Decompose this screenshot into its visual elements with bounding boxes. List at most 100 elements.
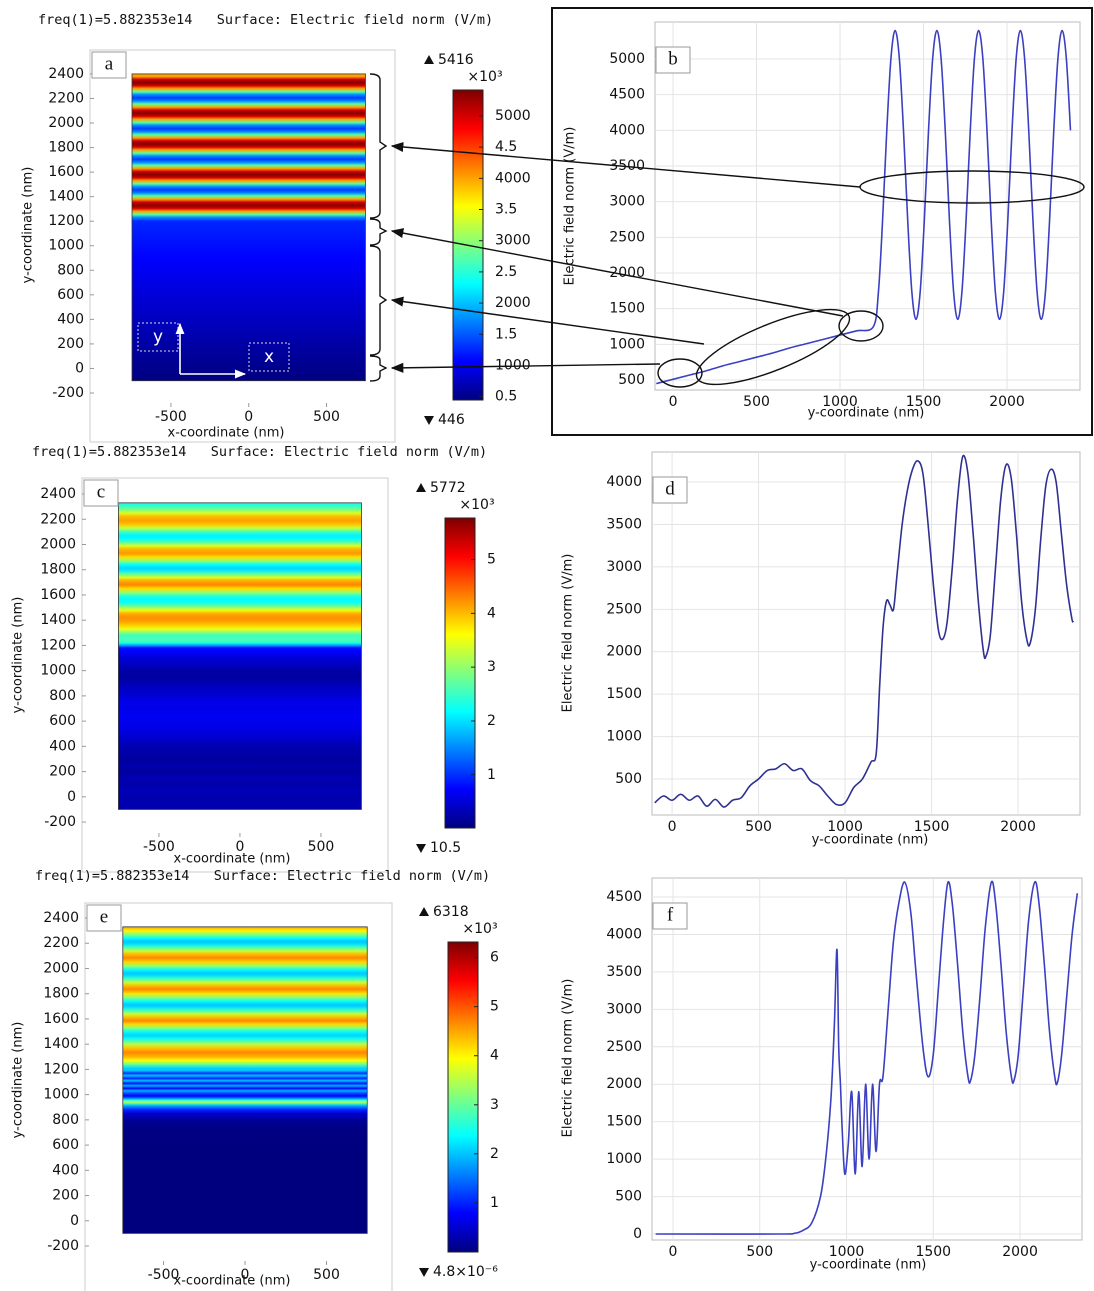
y-tick-label: 800: [57, 262, 84, 278]
x-axis-label: x-coordinate (nm): [174, 1274, 291, 1289]
y-axis-label: y-coordinate (nm): [11, 1022, 26, 1139]
y-tick-label: 2000: [40, 536, 76, 552]
y-tick-label: 2000: [48, 115, 84, 131]
panel-header: freq(1)=5.882353e14 Surface: Electric fi…: [38, 12, 493, 28]
y-tick-label: 3000: [609, 194, 645, 210]
connector-arrow: [390, 362, 661, 373]
y-axis-label: y-coordinate (nm): [21, 167, 36, 284]
surface-field: [122, 926, 368, 1234]
min-marker: [416, 844, 426, 853]
colorbar-tick-label: 4.5: [495, 139, 517, 155]
max-marker: [416, 483, 426, 492]
y-tick-label: 500: [615, 1189, 642, 1205]
highlight-ellipse: [695, 308, 851, 386]
y-tick-label: 1000: [606, 1151, 642, 1167]
annotation: x: [264, 347, 274, 367]
panel-label: a: [105, 53, 114, 74]
colorbar-unit: ×10³: [467, 69, 502, 85]
y-tick-label: 2400: [48, 66, 84, 82]
colorbar-unit: ×10³: [459, 497, 494, 513]
y-tick-label: 2500: [609, 229, 645, 245]
y-tick-label: 400: [57, 311, 84, 327]
surface-field: [118, 502, 362, 810]
colorbar-tick-label: 4000: [495, 170, 531, 186]
panel-header: freq(1)=5.882353e14 Surface: Electric fi…: [32, 444, 487, 460]
x-tick-label: 500: [743, 394, 770, 410]
y-tick-label: 2500: [606, 1039, 642, 1055]
y-tick-label: 4000: [609, 122, 645, 138]
y-tick-label: 4000: [606, 926, 642, 942]
y-tick-label: 800: [49, 688, 76, 704]
x-axis-label: x-coordinate (nm): [168, 426, 285, 441]
x-tick-label: 500: [745, 819, 772, 835]
y-tick-label: 1500: [606, 686, 642, 702]
x-tick-label: 2000: [1002, 1244, 1038, 1260]
y-tick-label: 1200: [43, 1061, 79, 1077]
annotation: y: [153, 327, 163, 347]
x-tick-label: 0: [668, 819, 677, 835]
plot-area: [654, 21, 1081, 391]
x-axis-label: y-coordinate (nm): [812, 833, 929, 848]
y-tick-label: 1200: [40, 637, 76, 653]
y-axis-label: Electric field norm (V/m): [561, 554, 576, 713]
y-tick-label: 0: [75, 360, 84, 376]
panel-label-box: [655, 46, 691, 74]
brace: [369, 218, 388, 246]
y-tick-label: 1800: [48, 140, 84, 156]
y-tick-label: 2500: [606, 601, 642, 617]
colorbar-min: 10.5: [430, 840, 461, 856]
y-axis-label: Electric field norm (V/m): [563, 127, 578, 286]
y-tick-label: 200: [57, 336, 84, 352]
y-tick-label: 1400: [40, 612, 76, 628]
y-tick-label: -200: [44, 814, 76, 830]
y-tick-label: 2200: [43, 935, 79, 951]
y-tick-label: 500: [615, 771, 642, 787]
plot-area: [651, 877, 1083, 1241]
x-tick-label: 500: [308, 839, 335, 855]
connectors: [175, 73, 1085, 388]
x-tick-label: 2000: [989, 394, 1025, 410]
panel-label-box: [652, 476, 688, 504]
colorbar-min: 446: [438, 412, 465, 428]
y-tick-label: 1400: [48, 189, 84, 205]
colorbar-tick-label: 3: [487, 659, 496, 675]
y-tick-label: 2200: [48, 90, 84, 106]
y-tick-label: 1000: [43, 1087, 79, 1103]
colorbar-tick-label: 2000: [495, 295, 531, 311]
colorbar: [444, 517, 476, 829]
y-tick-label: 3000: [606, 1001, 642, 1017]
y-tick-label: 600: [49, 713, 76, 729]
colorbar-tick-label: 3.5: [495, 202, 517, 218]
y-tick-label: 600: [52, 1137, 79, 1153]
connector-arrow: [390, 296, 705, 345]
min-marker: [419, 1268, 429, 1277]
y-tick-label: 400: [52, 1162, 79, 1178]
max-marker: [419, 907, 429, 916]
y-tick-label: 2200: [40, 511, 76, 527]
colorbar-max: 5416: [438, 52, 474, 68]
colorbar: [447, 941, 479, 1253]
y-tick-label: 200: [52, 1188, 79, 1204]
colorbar-tick-label: 4: [487, 605, 496, 621]
max-marker: [424, 55, 434, 64]
field-line: [654, 454, 1075, 808]
x-tick-label: 0: [244, 409, 253, 425]
colorbar-tick-label: 2.5: [495, 264, 517, 280]
y-tick-label: 1200: [48, 213, 84, 229]
colorbar-tick-label: 1: [487, 767, 496, 783]
colorbar-tick-label: 2: [490, 1146, 499, 1162]
colorbar-unit: ×10³: [462, 921, 497, 937]
highlight-ellipse: [838, 310, 884, 342]
x-tick-label: 0: [669, 394, 678, 410]
y-tick-label: 2000: [606, 644, 642, 660]
connector-arrow: [390, 228, 844, 317]
x-tick-label: 1000: [822, 394, 858, 410]
x-tick-label: 1500: [914, 819, 950, 835]
highlight-ellipse: [657, 358, 703, 388]
x-axis-label: x-coordinate (nm): [174, 852, 291, 867]
colorbar-tick-label: 6: [490, 950, 499, 966]
field-line: [655, 880, 1079, 1235]
panel-label: c: [97, 481, 105, 502]
panel-label: d: [665, 478, 675, 499]
y-tick-label: 1800: [40, 562, 76, 578]
